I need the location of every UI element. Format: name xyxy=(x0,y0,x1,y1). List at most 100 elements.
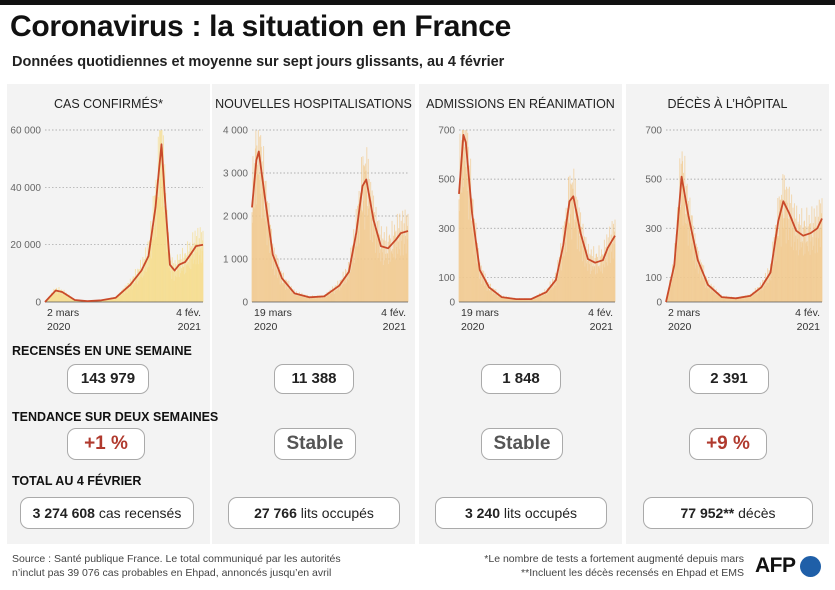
daily-bar xyxy=(271,248,273,302)
daily-bar xyxy=(477,248,479,302)
daily-bar xyxy=(610,234,612,302)
daily-bar xyxy=(139,274,141,302)
daily-bar xyxy=(195,244,196,302)
daily-bar xyxy=(741,296,742,302)
daily-bar xyxy=(729,299,730,302)
daily-bar xyxy=(525,299,527,302)
daily-bar xyxy=(463,130,465,302)
daily-bar xyxy=(711,286,713,302)
daily-bar xyxy=(368,208,370,302)
daily-bar xyxy=(679,158,681,302)
daily-bar xyxy=(533,299,535,302)
daily-bar xyxy=(499,294,501,302)
daily-bar xyxy=(772,241,774,302)
daily-bar xyxy=(150,258,152,302)
daily-bar xyxy=(608,243,610,302)
daily-bar xyxy=(582,261,583,302)
daily-bar xyxy=(480,271,482,302)
daily-bar xyxy=(711,291,713,302)
daily-bar xyxy=(258,179,260,302)
daily-bar xyxy=(567,208,568,302)
daily-bar xyxy=(787,217,788,302)
daily-bar xyxy=(174,269,176,302)
daily-bar xyxy=(497,292,499,302)
afp-logo: AFP xyxy=(755,554,796,577)
daily-bar xyxy=(685,185,687,302)
daily-bar xyxy=(760,290,762,302)
daily-bar xyxy=(512,298,514,302)
daily-bar xyxy=(706,277,707,302)
daily-bar xyxy=(331,293,333,302)
daily-bar xyxy=(518,299,520,302)
daily-bar xyxy=(159,178,161,302)
daily-bar xyxy=(750,295,752,302)
x-end-label: 4 fév. xyxy=(795,307,820,319)
daily-bar xyxy=(258,174,260,302)
daily-bar xyxy=(397,253,399,302)
week-value-hospitalisations: 11 388 xyxy=(274,364,354,394)
daily-bar xyxy=(369,193,371,302)
daily-bar xyxy=(804,226,806,302)
daily-bar xyxy=(558,257,560,302)
y-tick-label: 0 xyxy=(449,298,455,309)
daily-bar xyxy=(349,272,351,302)
daily-bar xyxy=(302,297,304,302)
daily-bar xyxy=(821,198,823,302)
daily-bar xyxy=(491,288,493,302)
daily-bar xyxy=(545,292,547,302)
daily-bar xyxy=(688,221,690,302)
daily-bar xyxy=(260,146,262,302)
daily-bar xyxy=(322,296,324,302)
total-value: 3 240 xyxy=(464,505,500,521)
total-value: 27 766 xyxy=(254,505,297,521)
daily-bar xyxy=(565,219,567,302)
daily-bar xyxy=(184,253,186,302)
daily-bar xyxy=(576,249,578,302)
daily-bar xyxy=(768,282,770,302)
daily-bar xyxy=(596,273,598,302)
daily-bar xyxy=(370,181,372,302)
daily-bar xyxy=(668,290,670,302)
daily-bar xyxy=(393,235,394,302)
daily-bar xyxy=(508,296,510,302)
x-end-year: 2021 xyxy=(797,321,821,333)
daily-bar xyxy=(810,234,812,302)
daily-bar xyxy=(400,255,402,302)
daily-bar xyxy=(526,299,528,302)
daily-bar xyxy=(675,258,677,302)
daily-bar xyxy=(541,292,543,302)
daily-bar xyxy=(253,163,255,302)
daily-bar xyxy=(776,224,778,302)
daily-bar xyxy=(801,241,803,302)
daily-bar xyxy=(799,249,801,302)
y-tick-label: 300 xyxy=(645,224,662,235)
daily-bar xyxy=(612,258,614,302)
daily-bar xyxy=(595,254,597,302)
daily-bar xyxy=(471,198,473,302)
daily-bar xyxy=(72,298,74,302)
daily-bar xyxy=(380,226,382,302)
daily-bar xyxy=(819,247,821,302)
total-section-label: TOTAL AU 4 FÉVRIER xyxy=(12,474,142,488)
daily-bar xyxy=(463,147,465,302)
daily-bar xyxy=(199,254,201,302)
daily-bar xyxy=(312,298,314,302)
daily-bar xyxy=(186,265,188,302)
daily-bar xyxy=(506,297,508,302)
daily-bar xyxy=(504,296,506,302)
daily-bar xyxy=(196,243,198,302)
daily-bar xyxy=(282,284,284,302)
daily-bar xyxy=(260,135,262,302)
daily-bar xyxy=(683,199,685,302)
daily-bar xyxy=(198,238,200,302)
daily-bar xyxy=(386,226,388,302)
daily-bar xyxy=(280,270,282,302)
daily-bar xyxy=(285,279,287,302)
daily-bar xyxy=(774,234,776,302)
daily-bar xyxy=(569,214,571,302)
daily-bar xyxy=(553,288,554,302)
daily-bar xyxy=(292,294,294,302)
daily-bar xyxy=(355,208,357,302)
daily-bar xyxy=(280,272,282,302)
daily-bar xyxy=(748,295,750,302)
